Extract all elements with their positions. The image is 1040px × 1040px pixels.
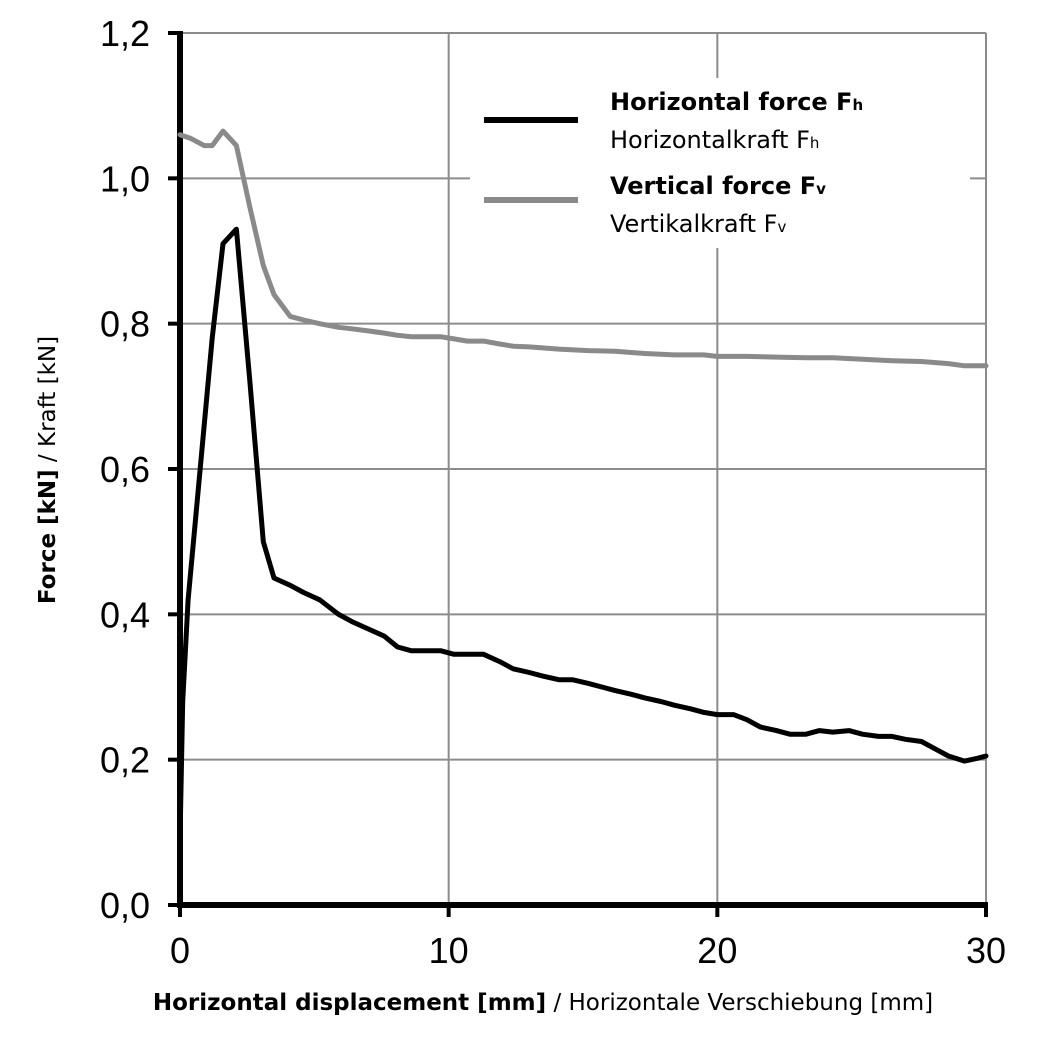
y-tick-label-4: 0,8	[100, 304, 150, 345]
x-tick-label-0: 0	[170, 930, 190, 971]
legend-label-horizontal-force-de: Horizontalkraft Fh	[610, 126, 819, 154]
series-lines	[177, 128, 989, 843]
y-tick-label-6: 1,2	[100, 13, 150, 54]
legend-background	[470, 78, 970, 248]
y-tick-label-2: 0,4	[100, 594, 150, 635]
legend-label-vertical-force-de: Vertikalkraft Fv	[610, 210, 786, 238]
tick-labels: 0,0 0,2 0,4 0,6 0,8 1,0 1,2 0 10 20 30	[100, 13, 1006, 971]
series-line-horizontal-force	[177, 226, 989, 843]
y-tick-label-5: 1,0	[100, 158, 150, 199]
x-axis-title: Horizontal displacement [mm] / Horizonta…	[153, 990, 933, 1016]
legend-label-horizontal-force-en: Horizontal force Fh	[610, 88, 863, 116]
x-tick-label-3: 30	[966, 930, 1006, 971]
legend: Horizontal force Fh Horizontalkraft Fh V…	[470, 78, 970, 248]
x-tick-label-2: 20	[697, 930, 737, 971]
legend-label-vertical-force-en: Vertical force Fv	[610, 172, 826, 200]
y-axis-title: Force [kN] / Kraft [kN]	[35, 336, 61, 604]
series-line-vertical-force	[177, 128, 989, 369]
x-tick-label-1: 10	[429, 930, 469, 971]
y-tick-label-0: 0,0	[100, 885, 150, 926]
y-tick-label-1: 0,2	[100, 740, 150, 781]
y-tick-label-3: 0,6	[100, 449, 150, 490]
